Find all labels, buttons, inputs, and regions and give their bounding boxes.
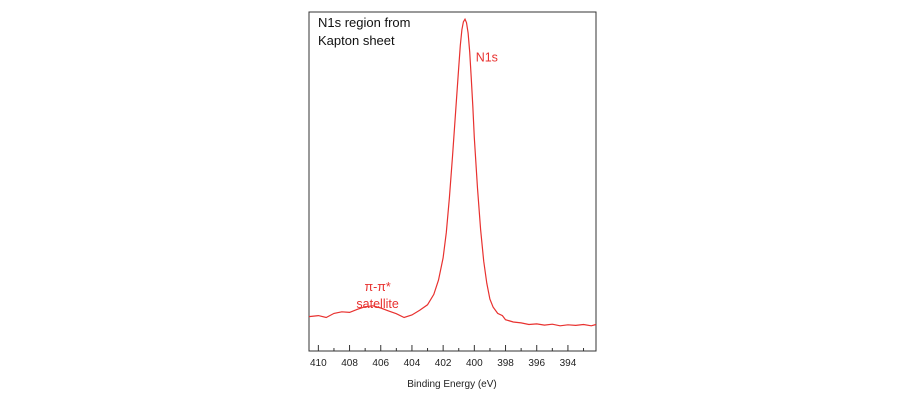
x-tick-label: 400: [466, 358, 483, 369]
x-axis-tick-labels: 410 408 406 404 402 400 398 396 394: [310, 358, 577, 369]
x-tick-label: 404: [404, 358, 421, 369]
x-tick-label: 398: [497, 358, 514, 369]
chart-title-line: N1s region from: [318, 15, 410, 30]
x-tick-label: 406: [372, 358, 389, 369]
annotation: N1s: [476, 50, 498, 64]
annotation: π-π* satellite: [356, 280, 398, 311]
x-axis-label: Binding Energy (eV): [407, 379, 497, 390]
chart-title: N1s region from Kapton sheet: [318, 15, 410, 48]
x-tick-label: 394: [560, 358, 577, 369]
series-line: [308, 17, 597, 327]
plot-frame: [308, 11, 597, 352]
x-tick-label: 402: [435, 358, 452, 369]
annotation-line: N1s: [476, 50, 498, 64]
x-tick-label: 410: [310, 358, 327, 369]
annotations: N1s π-π* satellite: [356, 50, 497, 311]
annotation-line: satellite: [356, 297, 398, 311]
annotation-line: π-π*: [364, 280, 390, 294]
chart-title-line: Kapton sheet: [318, 33, 395, 48]
x-tick-label: 408: [341, 358, 358, 369]
x-tick-label: 396: [528, 358, 545, 369]
x-axis-ticks: [317, 345, 585, 351]
